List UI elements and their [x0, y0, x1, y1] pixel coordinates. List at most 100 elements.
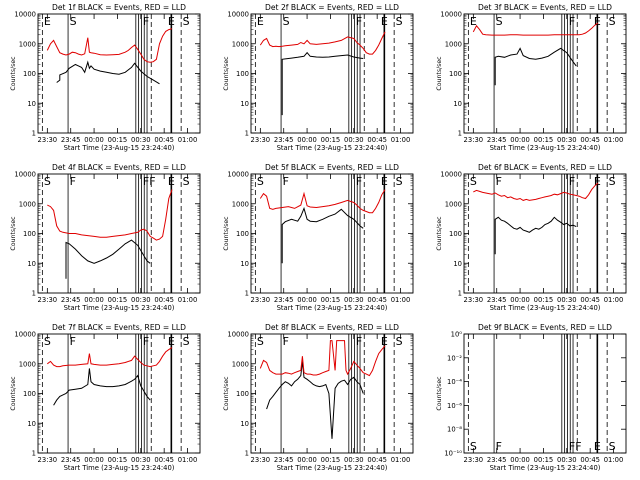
detector-panel: Det 2f BLACK = Events, RED = LLD 1 10 100 10…	[223, 3, 414, 152]
x-tick-label: 01:00	[604, 296, 624, 304]
y-tick-label: 1	[32, 290, 36, 298]
marker-label: S	[257, 335, 264, 348]
detector-panel: Det 8f BLACK = Events, RED = LLD 1 10 100 10…	[223, 323, 414, 472]
y-tick-label: 1	[245, 290, 249, 298]
marker-label: S	[609, 440, 616, 453]
y-tick-label: 100	[23, 70, 36, 78]
plot-frame	[250, 13, 414, 134]
marker-label: E	[594, 175, 601, 188]
marker-label: S	[44, 175, 51, 188]
x-tick-label: 00:30	[344, 136, 364, 144]
y-tick-label: 100	[236, 70, 249, 78]
x-tick-label: 00:00	[297, 296, 317, 304]
x-tick-label: 23:30	[464, 136, 484, 144]
detector-panel: Det 9f BLACK = Events, RED = LLD 10⁻¹⁰ 10⁻…	[436, 323, 627, 472]
chart-title: Det 2f BLACK = Events, RED = LLD	[265, 3, 399, 12]
y-tick-label: 10⁻⁶	[447, 402, 462, 410]
x-tick-label: 23:45	[61, 136, 81, 144]
marker-label: S	[183, 335, 190, 348]
y-tick-label: 1000	[19, 40, 36, 48]
plot-frame	[37, 333, 201, 454]
x-tick-label: 23:30	[38, 136, 58, 144]
x-axis-label: Start Time (23-Aug-15 23:24:40)	[64, 144, 175, 152]
chart-title: Det 7f BLACK = Events, RED = LLD	[52, 323, 186, 332]
x-tick-label: 00:45	[154, 296, 174, 304]
y-tick-label: 10⁰	[451, 331, 463, 339]
marker-label: S	[283, 15, 290, 28]
lld-series-line	[46, 28, 173, 63]
marker-label: F	[356, 15, 362, 28]
marker-label: S	[470, 175, 477, 188]
y-axis-label: Counts/sec	[223, 56, 230, 91]
x-axis-label: Start Time (23-Aug-15 23:24:40)	[64, 464, 175, 472]
x-tick-label: 00:15	[108, 456, 128, 464]
y-tick-label: 100	[23, 390, 36, 398]
x-tick-label: 00:30	[344, 456, 364, 464]
events-series-line	[56, 60, 160, 85]
x-axis-label: Start Time (23-Aug-15 23:24:40)	[490, 304, 601, 312]
x-axis-label: Start Time (23-Aug-15 23:24:40)	[64, 304, 175, 312]
x-tick-label: 00:30	[557, 296, 577, 304]
marker-label: F	[283, 335, 289, 348]
x-tick-label: 00:30	[131, 296, 151, 304]
y-tick-label: 10	[453, 260, 462, 268]
lld-series-line	[473, 182, 599, 201]
x-tick-label: 00:00	[510, 136, 530, 144]
x-tick-label: 00:30	[344, 296, 364, 304]
marker-label: S	[396, 335, 403, 348]
y-tick-label: 10	[240, 260, 249, 268]
events-series-line	[266, 361, 364, 439]
x-tick-label: 23:30	[38, 296, 58, 304]
y-tick-label: 10	[453, 100, 462, 108]
lld-series-line	[259, 340, 386, 377]
y-tick-label: 10	[27, 260, 36, 268]
y-axis-label: Counts/sec	[436, 376, 443, 411]
x-tick-label: 00:15	[534, 136, 554, 144]
x-tick-label: 00:15	[534, 296, 554, 304]
y-tick-label: 10	[27, 420, 36, 428]
y-axis-label: Counts/sec	[436, 56, 443, 91]
x-tick-label: 01:00	[178, 456, 198, 464]
x-tick-label: 23:30	[251, 296, 271, 304]
chart-title: Det 1f BLACK = Events, RED = LLD	[52, 3, 186, 12]
y-tick-label: 10000	[227, 331, 249, 339]
x-tick-label: 23:30	[464, 296, 484, 304]
events-series-line	[494, 216, 577, 255]
plot-frame	[463, 333, 627, 454]
y-tick-label: 10	[240, 420, 249, 428]
y-axis-label: Counts/sec	[223, 376, 230, 411]
marker-label: FF	[143, 175, 156, 188]
x-tick-label: 00:45	[580, 136, 600, 144]
x-tick-label: 00:15	[321, 296, 341, 304]
x-tick-label: 23:45	[487, 136, 507, 144]
x-tick-label: 00:30	[557, 456, 577, 464]
y-tick-label: 1000	[232, 200, 249, 208]
chart-title: Det 9f BLACK = Events, RED = LLD	[478, 323, 612, 332]
y-tick-label: 1	[245, 130, 249, 138]
x-tick-label: 01:00	[604, 456, 624, 464]
y-tick-label: 1000	[19, 360, 36, 368]
y-axis-label: Counts/sec	[10, 216, 17, 251]
x-tick-label: 00:45	[580, 296, 600, 304]
plot-frame	[250, 173, 414, 294]
lld-series-line	[259, 31, 386, 55]
y-tick-label: 100	[449, 70, 462, 78]
chart-title: Det 4f BLACK = Events, RED = LLD	[52, 163, 186, 172]
detector-panel: Det 5f BLACK = Events, RED = LLD 1 10 100 10…	[223, 163, 414, 312]
x-tick-label: 01:00	[391, 136, 411, 144]
marker-label: E	[470, 15, 477, 28]
x-tick-label: 00:45	[367, 456, 387, 464]
y-tick-label: 1000	[232, 40, 249, 48]
chart-title: Det 3f BLACK = Events, RED = LLD	[478, 3, 612, 12]
events-series-line	[494, 47, 577, 86]
events-series-line	[281, 206, 364, 264]
marker-label: F	[569, 175, 575, 188]
marker-label: E	[594, 15, 601, 28]
x-tick-label: 00:30	[131, 136, 151, 144]
marker-label: E	[257, 15, 264, 28]
marker-label: E	[168, 15, 175, 28]
lld-series-line	[259, 189, 386, 214]
marker-label: E	[594, 440, 601, 453]
y-tick-label: 1	[245, 450, 249, 458]
x-tick-label: 23:45	[487, 456, 507, 464]
